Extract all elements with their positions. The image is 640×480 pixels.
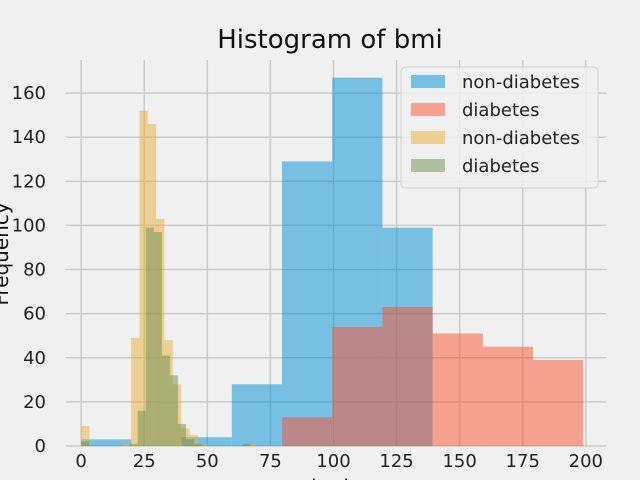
x-tick-label: 50 xyxy=(196,451,219,472)
histogram-bar xyxy=(131,337,140,446)
legend-label: non-diabetes xyxy=(462,72,580,93)
legend-label: diabetes xyxy=(462,100,539,121)
histogram-bar xyxy=(81,441,90,446)
histogram-bar xyxy=(482,346,534,446)
histogram-bar xyxy=(161,355,170,446)
histogram-bar xyxy=(186,439,195,446)
histogram-bar xyxy=(137,410,146,446)
y-tick-label: 60 xyxy=(23,304,46,325)
histogram-bar xyxy=(194,443,203,446)
series-3 xyxy=(81,227,251,446)
histogram-bar xyxy=(181,437,232,446)
legend-label: non-diabetes xyxy=(462,128,580,149)
y-tick-label: 0 xyxy=(35,436,46,457)
y-tick-label: 40 xyxy=(23,348,46,369)
y-tick-label: 100 xyxy=(12,215,46,236)
y-tick-label: 120 xyxy=(12,171,46,192)
y-tick-label: 160 xyxy=(12,83,46,104)
y-tick-labels: 0 20 40 60 80 100 120 140 160 xyxy=(12,83,46,457)
histogram-bar xyxy=(231,384,282,446)
x-tick-label: 200 xyxy=(569,451,603,472)
legend-box xyxy=(400,66,599,189)
x-tick-label: 100 xyxy=(316,451,350,472)
histogram-bar xyxy=(242,443,251,446)
legend-swatch xyxy=(411,75,445,88)
x-axis-label: bmi xyxy=(311,475,349,480)
chart-title: Histogram of bmi xyxy=(217,25,443,55)
histogram-bar xyxy=(282,161,333,446)
histogram-bar xyxy=(533,359,584,446)
legend-swatch xyxy=(411,103,445,116)
histogram-bar xyxy=(332,326,383,446)
histogram-bar xyxy=(129,443,138,446)
histogram-bar xyxy=(169,375,179,446)
histogram-bar xyxy=(122,443,132,446)
histogram-bar xyxy=(382,307,433,446)
histogram-bar xyxy=(81,426,90,446)
legend-swatch xyxy=(411,159,445,172)
x-tick-label: 150 xyxy=(442,451,476,472)
y-tick-label: 80 xyxy=(23,260,46,281)
histogram-bars xyxy=(81,77,584,447)
histogram-bar xyxy=(153,232,162,446)
legend-label: diabetes xyxy=(462,156,539,177)
histogram-bar xyxy=(145,227,154,446)
y-axis-label: Frequency xyxy=(0,202,13,305)
x-tick-label: 175 xyxy=(506,451,540,472)
y-tick-label: 20 xyxy=(23,392,46,413)
x-tick-label: 0 xyxy=(75,451,86,472)
histogram-bar xyxy=(282,417,333,446)
histogram-bar xyxy=(432,333,483,446)
legend-swatch xyxy=(411,131,445,144)
x-tick-label: 25 xyxy=(133,451,156,472)
histogram-bar xyxy=(247,443,257,446)
histogram-bar xyxy=(178,423,187,446)
series-1 xyxy=(282,307,584,446)
x-tick-labels: 0 25 50 75 100 125 150 175 200 xyxy=(75,451,603,472)
x-tick-label: 125 xyxy=(379,451,413,472)
x-tick-label: 75 xyxy=(259,451,282,472)
legend: non-diabetes diabetes non-diabetes diabetes xyxy=(400,66,599,189)
y-tick-label: 140 xyxy=(12,127,46,148)
histogram-bar xyxy=(81,439,132,446)
histogram-bar xyxy=(139,110,148,446)
